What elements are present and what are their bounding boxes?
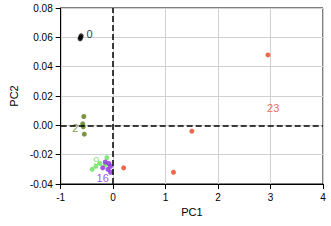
svg-text:-0.04: -0.04 <box>30 179 53 190</box>
svg-text:2: 2 <box>72 122 78 134</box>
svg-text:1: 1 <box>163 192 169 203</box>
svg-text:0: 0 <box>86 28 92 40</box>
svg-text:0.06: 0.06 <box>33 32 53 43</box>
svg-text:PC1: PC1 <box>181 206 202 218</box>
svg-text:0: 0 <box>110 192 116 203</box>
svg-text:4: 4 <box>320 192 326 203</box>
svg-text:2: 2 <box>215 192 221 203</box>
svg-text:0.04: 0.04 <box>33 61 53 72</box>
svg-text:0.00: 0.00 <box>33 120 53 131</box>
svg-text:-0.02: -0.02 <box>30 149 53 160</box>
svg-text:23: 23 <box>267 102 279 114</box>
svg-text:9: 9 <box>93 155 99 167</box>
svg-text:0.02: 0.02 <box>33 91 53 102</box>
svg-text:PC2: PC2 <box>8 85 20 106</box>
svg-text:16: 16 <box>97 172 109 184</box>
svg-text:3: 3 <box>268 192 274 203</box>
svg-text:0.08: 0.08 <box>33 3 53 14</box>
svg-text:-1: -1 <box>56 192 65 203</box>
